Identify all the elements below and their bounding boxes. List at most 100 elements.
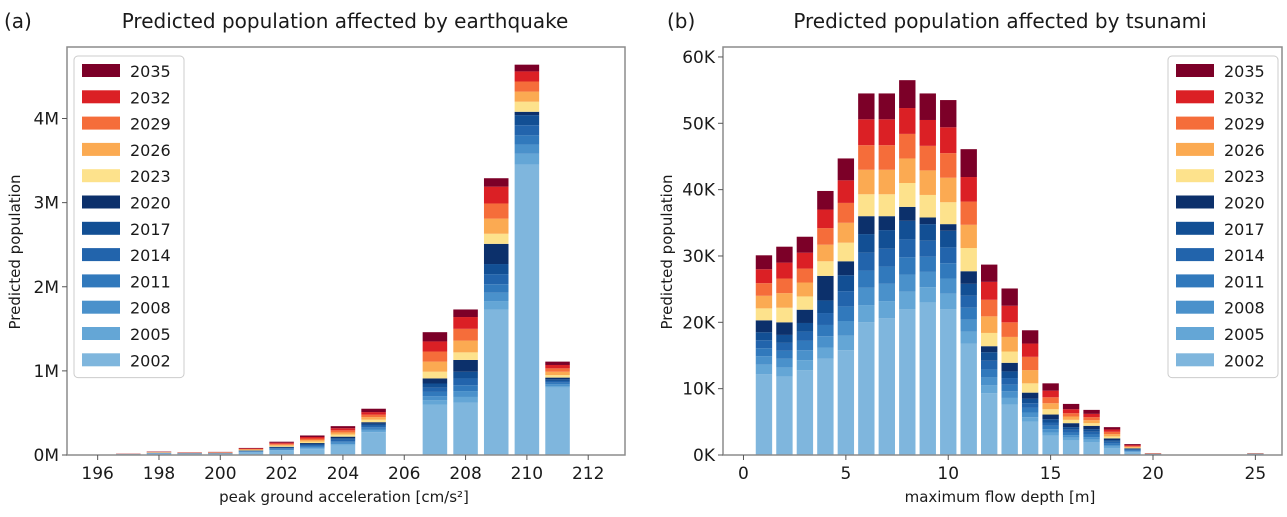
eq-bar-202-2032 <box>269 443 294 444</box>
ts-bar-12-2020 <box>981 346 997 352</box>
ts-bar-7-2008 <box>879 284 895 301</box>
ts-bar-8-2005 <box>899 292 915 309</box>
eq-bar-209-2032 <box>484 187 509 204</box>
ts-bar-19-2020 <box>1124 448 1140 449</box>
eq-bar-205-2017 <box>361 424 386 426</box>
eq-bar-202-2005 <box>269 450 294 451</box>
ts-bar-2-2023 <box>776 308 792 323</box>
eq-bar-211-2014 <box>545 381 570 383</box>
eq-legend: 2035203220292026202320202017201420112008… <box>74 56 184 378</box>
eq-bar-210-2026 <box>515 92 540 102</box>
ts-legend-label-2014: 2014 <box>1224 246 1265 265</box>
eq-bar-203-2032 <box>300 437 325 439</box>
ts-bar-5-2002 <box>838 350 854 455</box>
ts-bar-9-2008 <box>920 272 936 287</box>
eq-x-tick-label: 208 <box>449 464 481 484</box>
eq-bar-202-2011 <box>269 449 294 450</box>
ts-bar-13-2032 <box>1001 306 1017 323</box>
eq-bar-211-2017 <box>545 379 570 381</box>
ts-bar-4-2035 <box>817 191 833 210</box>
ts-bar-19-2008 <box>1124 451 1140 452</box>
panel-a-letter: (a) <box>4 9 32 33</box>
ts-legend-label-2032: 2032 <box>1224 88 1265 107</box>
eq-bar-201-2029 <box>239 449 264 450</box>
ts-y-tick-label: 40K <box>682 181 716 201</box>
eq-bar-209-2020 <box>484 244 509 264</box>
ts-bar-1-2032 <box>756 269 772 283</box>
ts-bar-12-2017 <box>981 352 997 361</box>
ts-bar-3-2008 <box>797 350 813 360</box>
ts-bar-6-2032 <box>858 119 874 145</box>
ts-bar-2-2005 <box>776 367 792 376</box>
ts-bar-10-2008 <box>940 279 956 294</box>
ts-bar-15-2005 <box>1042 432 1058 435</box>
eq-bar-202-2008 <box>269 449 294 450</box>
eq-bar-208-2020 <box>453 360 478 372</box>
eq-x-tick-label: 210 <box>511 464 543 484</box>
eq-bar-205-2002 <box>361 432 386 455</box>
eq-bar-204-2014 <box>331 440 356 442</box>
ts-bar-6-2035 <box>858 93 874 119</box>
ts-bar-4-2014 <box>817 313 833 325</box>
ts-bar-8-2026 <box>899 158 915 183</box>
eq-legend-swatch-2026 <box>82 143 120 156</box>
ts-bar-13-2035 <box>1001 288 1017 305</box>
ts-bar-5-2020 <box>838 261 854 275</box>
ts-x-tick-label: 0 <box>738 464 749 484</box>
ts-x-tick-label: 20 <box>1142 464 1164 484</box>
ts-bar-5-2023 <box>838 243 854 262</box>
ts-bar-8-2029 <box>899 134 915 159</box>
eq-bar-211-2026 <box>545 372 570 375</box>
eq-bar-211-2035 <box>545 362 570 365</box>
eq-legend-swatch-2020 <box>82 196 120 209</box>
ts-bar-19-2011 <box>1124 450 1140 451</box>
ts-bar-5-2029 <box>838 203 854 223</box>
ts-bar-6-2017 <box>858 234 874 253</box>
ts-x-tick-label: 10 <box>937 464 959 484</box>
ts-bar-14-2023 <box>1022 383 1038 392</box>
ts-bar-2-2029 <box>776 279 792 294</box>
eq-bar-207-2014 <box>423 388 448 392</box>
ts-legend-swatch-2020 <box>1176 196 1214 209</box>
eq-bar-203-2002 <box>300 449 325 455</box>
eq-bar-210-2011 <box>515 135 540 144</box>
ts-bar-11-2035 <box>961 149 977 177</box>
ts-bar-17-2002 <box>1083 442 1099 455</box>
eq-bar-205-2026 <box>361 417 386 420</box>
eq-x-tick-label: 202 <box>265 464 297 484</box>
ts-bar-19-2005 <box>1124 452 1140 453</box>
ts-bar-4-2005 <box>817 348 833 359</box>
ts-bar-14-2029 <box>1022 357 1038 370</box>
eq-bar-207-2020 <box>423 378 448 383</box>
ts-bar-12-2026 <box>981 316 997 333</box>
eq-legend-label-2020: 2020 <box>130 194 171 213</box>
ts-bar-2-2011 <box>776 351 792 359</box>
ts-bar-2-2032 <box>776 263 792 279</box>
ts-bar-15-2026 <box>1042 403 1058 409</box>
ts-y-tick-label: 30K <box>682 247 716 267</box>
ts-bar-6-2029 <box>858 145 874 170</box>
eq-bar-204-2002 <box>331 446 356 455</box>
panel-a-xlabel: peak ground acceleration [cm/s²] <box>219 488 469 506</box>
ts-bar-16-2032 <box>1063 409 1079 413</box>
ts-bar-18-2008 <box>1104 445 1120 447</box>
ts-bar-16-2035 <box>1063 404 1079 409</box>
ts-bar-13-2011 <box>1001 385 1017 392</box>
ts-bar-11-2008 <box>961 320 977 332</box>
ts-legend-swatch-2005 <box>1176 327 1214 340</box>
ts-x-tick-label: 15 <box>1040 464 1062 484</box>
eq-bar-203-2011 <box>300 446 325 447</box>
panel-b-ylabel: Predicted population <box>658 174 676 329</box>
ts-bar-19-2035 <box>1124 444 1140 445</box>
eq-bar-210-2014 <box>515 125 540 135</box>
eq-bar-210-2002 <box>515 165 540 455</box>
eq-bar-202-2020 <box>269 447 294 448</box>
eq-legend-swatch-2011 <box>82 274 120 287</box>
eq-bar-202-2023 <box>269 446 294 447</box>
eq-bar-210-2008 <box>515 145 540 154</box>
ts-bar-9-2002 <box>920 302 936 455</box>
eq-bar-210-2005 <box>515 154 540 165</box>
ts-x-tick-label: 5 <box>840 464 851 484</box>
